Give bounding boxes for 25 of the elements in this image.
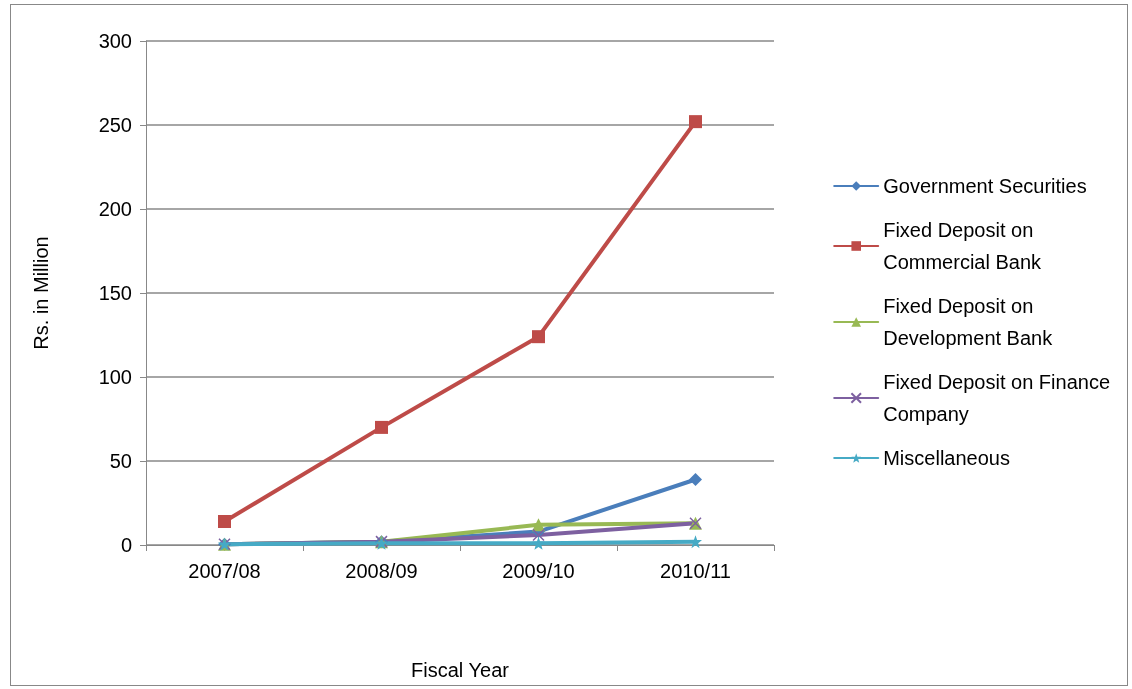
legend-label: Government Securities [883, 175, 1087, 197]
y-tick-label: 50 [109, 450, 132, 472]
legend-label: Fixed Deposit on Commercial Bank [883, 219, 1043, 273]
point [532, 330, 545, 344]
y-tick-label: 150 [98, 282, 132, 304]
y-tick-label: 200 [98, 198, 132, 220]
y-axis-title: Rs. in Million [30, 236, 52, 350]
point [689, 472, 702, 486]
point [532, 536, 545, 550]
point [689, 115, 702, 129]
x-tick-label: 2008/09 [345, 560, 418, 582]
point [218, 514, 231, 528]
y-tick-label: 300 [98, 30, 132, 52]
y-tick-label: 0 [120, 534, 132, 556]
point [375, 420, 388, 434]
x-axis-title: Fiscal Year [411, 659, 510, 681]
legend-label: Fixed Deposit on Finance Company [883, 371, 1111, 425]
legend-label: Miscellaneous [883, 447, 1010, 469]
x-tick-label: 2010/11 [660, 560, 731, 582]
x-tick-label: 2007/08 [188, 560, 261, 582]
legend-label: Fixed Deposit on Development Bank [883, 295, 1054, 349]
point [689, 535, 702, 549]
y-tick-label: 100 [98, 366, 132, 388]
y-tick-label: 250 [98, 114, 132, 136]
x-tick-label: 2009/10 [502, 560, 575, 582]
